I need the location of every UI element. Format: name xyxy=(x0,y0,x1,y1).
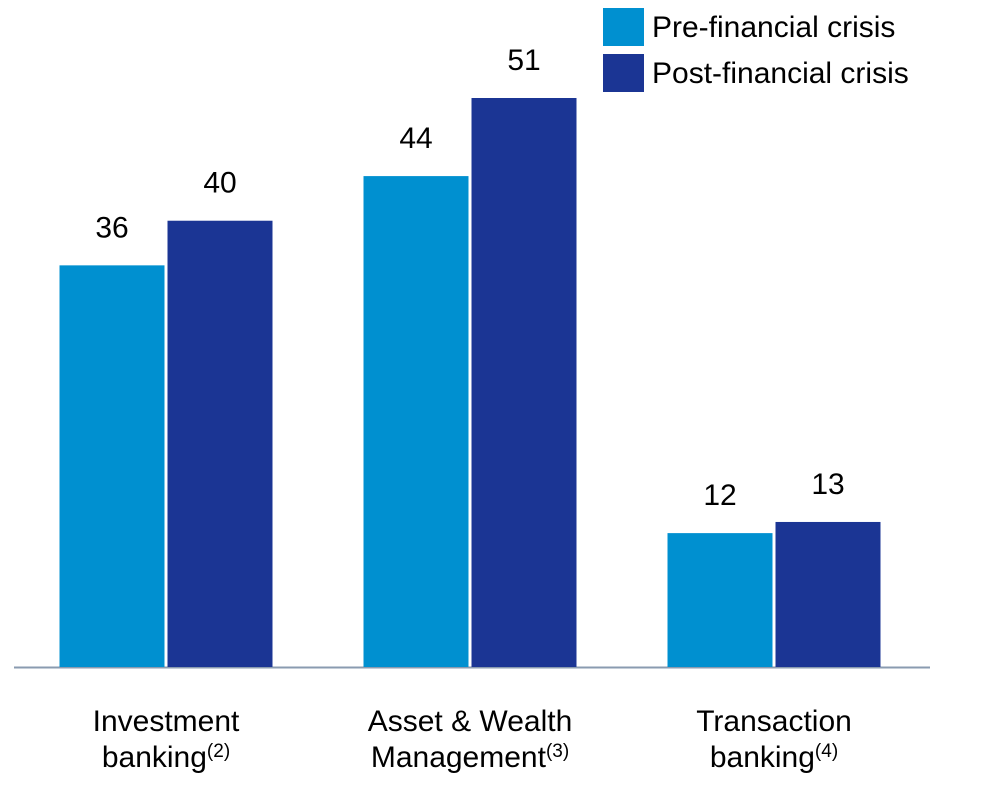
category-name: Asset & Wealth Management xyxy=(367,705,573,774)
category-label: Asset & Wealth Management(3) xyxy=(339,704,601,780)
value-label: 40 xyxy=(203,167,236,200)
value-label: 13 xyxy=(811,468,844,501)
value-label: 36 xyxy=(95,211,128,244)
category-note: (4) xyxy=(814,741,839,762)
category-label: Investment banking(2) xyxy=(35,704,297,780)
bar xyxy=(363,176,469,668)
bar xyxy=(167,220,273,667)
bar xyxy=(667,533,773,667)
legend-swatch xyxy=(603,8,644,46)
category-label: Transaction banking(4) xyxy=(643,704,905,780)
legend-label: Pre-financial crisis xyxy=(652,11,895,44)
legend-swatch xyxy=(603,54,644,92)
bar xyxy=(775,521,881,667)
bar xyxy=(471,98,577,667)
value-label: 51 xyxy=(507,44,540,77)
value-label: 44 xyxy=(399,122,432,155)
bar xyxy=(59,265,165,667)
value-label: 12 xyxy=(703,479,736,512)
category-name: Investment banking xyxy=(92,705,240,774)
category-note: (3) xyxy=(545,741,570,762)
category-note: (2) xyxy=(206,741,231,762)
legend-label: Post-financial crisis xyxy=(652,57,909,90)
category-name: Transaction banking xyxy=(696,705,852,774)
